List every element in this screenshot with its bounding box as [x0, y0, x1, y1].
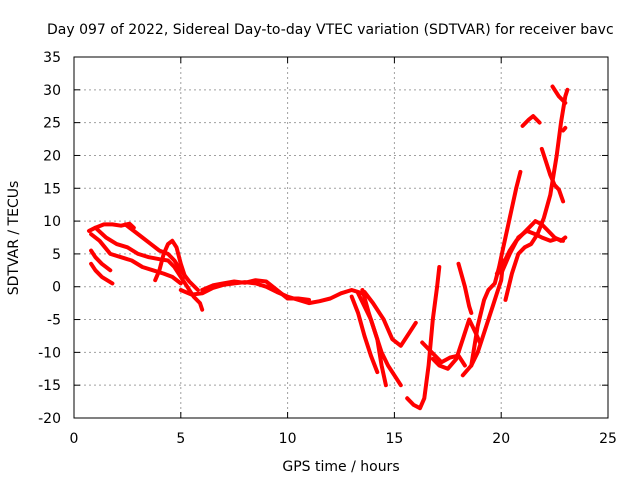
series-arc-2 — [89, 261, 115, 286]
y-tick-label: -20 — [38, 411, 61, 427]
series-arc-17 — [430, 317, 482, 371]
grid-lines — [74, 57, 608, 418]
x-tick-label: 15 — [385, 431, 403, 447]
x-tick-label: 20 — [492, 431, 510, 447]
x-axis-label: GPS time / hours — [282, 459, 399, 475]
x-tick-label: 25 — [599, 431, 617, 447]
series-arc-1 — [89, 248, 113, 273]
plot-frame — [73, 56, 609, 419]
x-tick-label: 10 — [279, 431, 297, 447]
series-arc-13 — [362, 290, 418, 348]
y-tick-label: 15 — [43, 181, 61, 197]
y-tick-label: 30 — [43, 83, 61, 99]
axis-ticks: 0 5 10 15 20 25 -20 -15 -10 -5 0 5 10 15 20 25 30 35 — [38, 50, 617, 447]
series-arc-5 — [89, 232, 183, 286]
series-arc-23 — [520, 114, 542, 128]
series-arc-16 — [456, 261, 474, 315]
y-tick-label: 10 — [43, 214, 61, 230]
y-tick-label: 35 — [43, 50, 61, 66]
series-arc-9 — [200, 278, 311, 302]
series-arc-14 — [405, 265, 442, 411]
series-arc-8 — [178, 280, 365, 306]
series-arc-25 — [550, 84, 568, 105]
series-arc-26 — [561, 125, 568, 133]
y-tick-label: 20 — [43, 148, 61, 164]
series-arc-12 — [349, 294, 380, 375]
x-tick-label: 5 — [176, 431, 185, 447]
y-tick-label: 25 — [43, 116, 61, 132]
y-axis-label: SDTVAR / TECUs — [6, 181, 22, 296]
series-arc-10 — [356, 291, 388, 388]
data-series — [87, 84, 570, 411]
y-tick-label: -10 — [38, 345, 61, 361]
y-tick-label: 5 — [52, 247, 61, 263]
x-tick-label: 0 — [70, 431, 79, 447]
chart-title: Day 097 of 2022, Sidereal Day-to-day VTE… — [47, 22, 614, 38]
y-tick-label: -5 — [47, 313, 61, 329]
series-arc-24 — [539, 146, 566, 204]
series-arc-22 — [503, 87, 570, 302]
y-tick-label: -15 — [38, 378, 61, 394]
series-arc-7 — [153, 238, 188, 283]
series-arc-11 — [360, 288, 403, 388]
y-tick-label: 0 — [52, 280, 61, 296]
